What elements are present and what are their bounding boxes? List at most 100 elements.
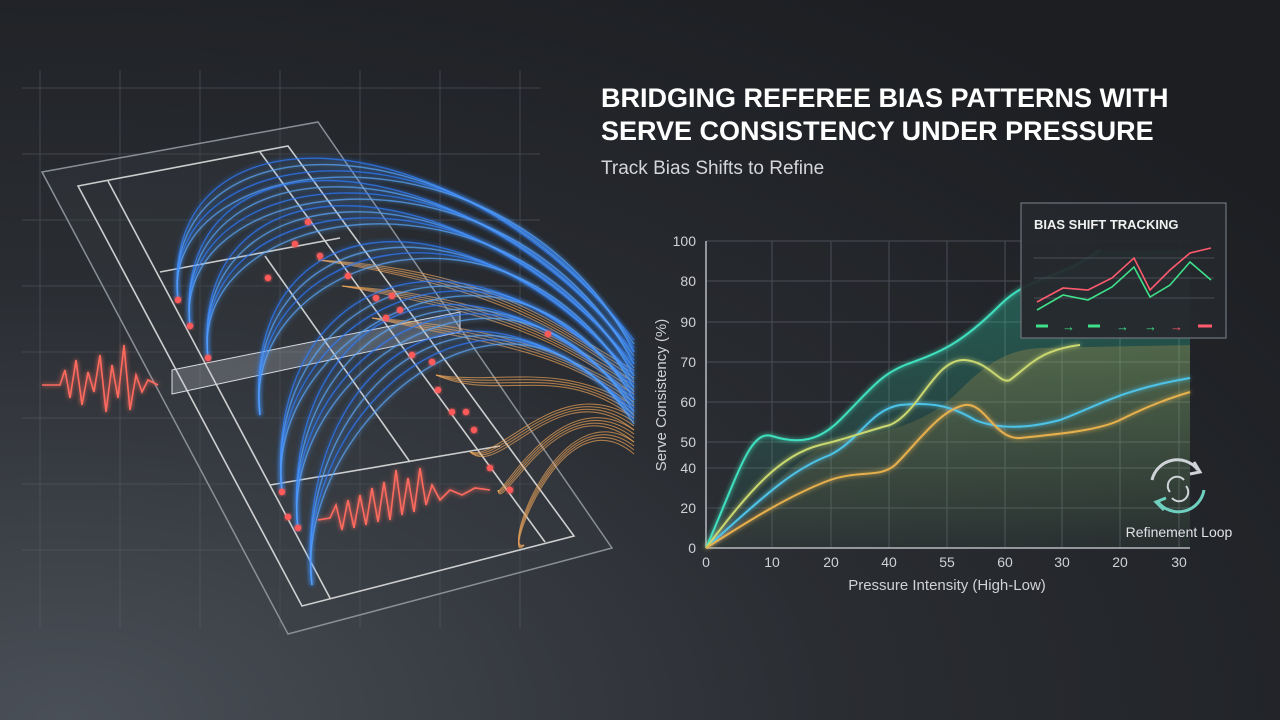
bias-point (204, 354, 212, 362)
trajectory (296, 313, 635, 531)
bias-point (396, 306, 404, 314)
bias-point (278, 488, 286, 496)
subtitle: Track Bias Shifts to Refine (601, 158, 824, 179)
trajectory (310, 343, 635, 586)
bias-point (408, 351, 416, 359)
chart-curves (705, 249, 1191, 549)
trajectory (435, 374, 635, 411)
ticks: 100 80 90 70 60 50 40 20 00 10 20 40 55 60 30 20 30 (673, 233, 1187, 570)
trajectory (258, 252, 635, 416)
trajectory (279, 280, 635, 493)
trajectory (206, 217, 635, 373)
trajectory (469, 408, 635, 456)
y-tick-label: 0 (688, 540, 696, 556)
trajectory (295, 308, 635, 531)
trajectory (435, 374, 635, 415)
trajectory (176, 163, 635, 345)
trajectory (188, 186, 635, 357)
bias-point (304, 218, 312, 226)
y-tick-label: 60 (680, 394, 696, 410)
bias-point (486, 464, 494, 472)
trajectory (371, 317, 635, 403)
loop-label: Refinement Loop (1126, 524, 1233, 540)
waveform (42, 344, 159, 413)
bias-point (388, 292, 396, 300)
bias-point (544, 330, 552, 338)
svg-text:→: → (1144, 319, 1157, 334)
trajectory (176, 176, 635, 353)
svg-text:→: → (1170, 319, 1183, 334)
bias-point (448, 408, 456, 416)
trajectory (371, 317, 635, 399)
court-lines (76, 145, 576, 607)
trajectory (206, 205, 635, 365)
trajectory (176, 157, 635, 341)
bias-point (316, 252, 324, 260)
trajectory (317, 259, 635, 383)
trajectory (206, 223, 635, 377)
inset-title: BIAS SHIFT TRACKING (1034, 217, 1178, 232)
title-line: SERVE CONSISTENCY UNDER PRESSURE (601, 116, 1154, 146)
svg-text:→: → (1062, 319, 1075, 334)
y-tick-label: 50 (680, 434, 696, 450)
trajectory (280, 295, 635, 493)
trajectory (296, 317, 635, 531)
inset-panel: BIAS SHIFT TRACKING → → → → (1020, 202, 1227, 339)
trajectory (258, 257, 635, 416)
bias-point (382, 314, 390, 322)
y-tick-label: 90 (680, 314, 696, 330)
waveform (317, 467, 491, 531)
x-axis-label: Pressure Intensity (High-Low) (848, 577, 1046, 594)
trajectory (469, 406, 635, 455)
trajectory (280, 290, 635, 493)
svg-text:→: → (1116, 319, 1129, 334)
trajectory (435, 374, 635, 407)
trajectory (497, 422, 635, 493)
title-line: BRIDGING REFEREE BIAS PATTERNS WITH (601, 83, 1169, 113)
trajectory (371, 317, 635, 395)
bias-point (506, 486, 514, 494)
bias-point (174, 296, 182, 304)
trajectory (295, 303, 635, 531)
trajectory (518, 439, 635, 549)
x-tick-label: 30 (1054, 554, 1070, 570)
bias-point (344, 272, 352, 280)
y-tick-label: 20 (680, 500, 696, 516)
y-axis-label: Serve Consistency (%) (653, 319, 670, 472)
bias-point (186, 322, 194, 330)
x-tick-label: 30 (1171, 554, 1187, 570)
y-tick-label: 70 (680, 354, 696, 370)
trajectory (469, 403, 635, 454)
trajectory (497, 425, 635, 495)
trajectory (435, 374, 635, 419)
bias-point (284, 513, 292, 521)
trajectory (176, 170, 635, 349)
y-tick-label: 100 (673, 233, 697, 249)
bias-point (294, 524, 302, 532)
bias-point (291, 240, 299, 248)
bias-point (470, 426, 478, 434)
trajectory (206, 211, 635, 369)
bias-point (434, 386, 442, 394)
y-tick-label: 80 (680, 273, 696, 289)
y-tick-label: 40 (680, 460, 696, 476)
trajectories (174, 157, 635, 586)
bias-point (428, 358, 436, 366)
loop-icon (1150, 458, 1206, 514)
trajectory (188, 192, 635, 361)
trajectory (188, 180, 635, 353)
x-tick-label: 40 (881, 554, 897, 570)
x-tick-label: 0 (702, 554, 710, 570)
trajectory (497, 417, 635, 491)
x-tick-label: 55 (939, 554, 955, 570)
trajectory (258, 246, 635, 416)
bias-point (462, 408, 470, 416)
trajectory (317, 259, 635, 375)
x-tick-label: 60 (997, 554, 1013, 570)
x-tick-label: 10 (764, 554, 780, 570)
bias-point (372, 294, 380, 302)
bias-point (264, 274, 272, 282)
trajectory (341, 285, 635, 391)
trajectory (188, 198, 635, 365)
trajectory (258, 240, 635, 416)
